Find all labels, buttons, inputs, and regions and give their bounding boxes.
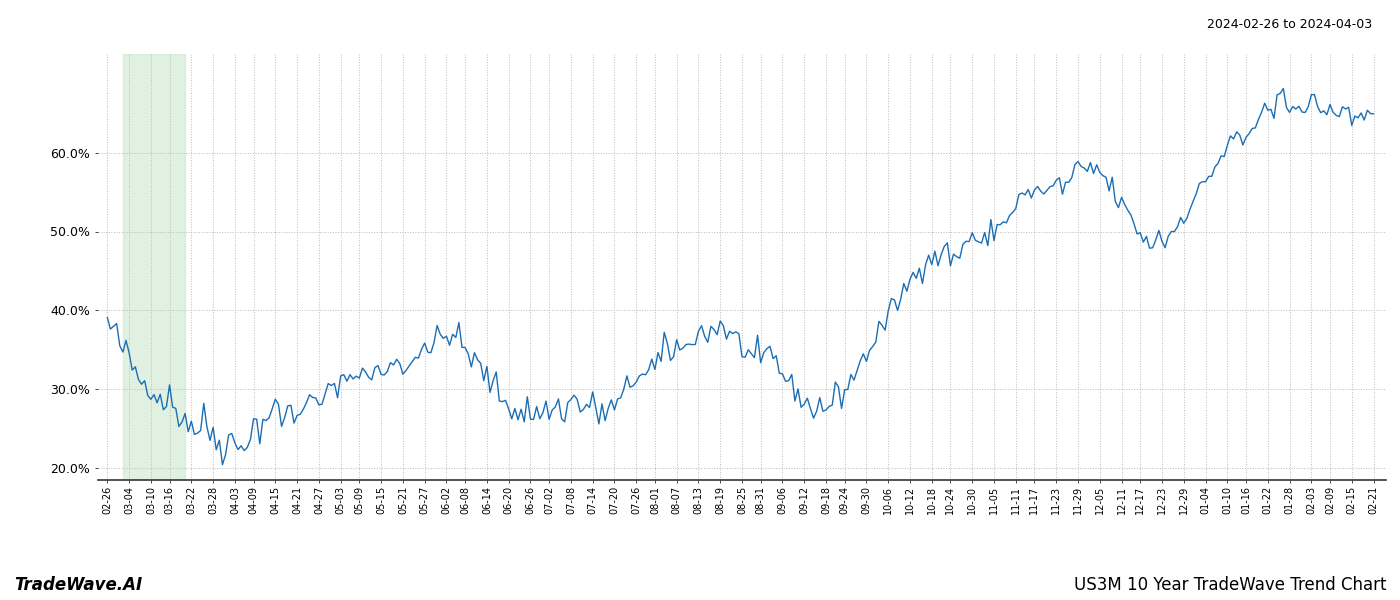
Text: 2024-02-26 to 2024-04-03: 2024-02-26 to 2024-04-03 (1207, 18, 1372, 31)
Bar (123, 54, 185, 480)
Text: US3M 10 Year TradeWave Trend Chart: US3M 10 Year TradeWave Trend Chart (1074, 576, 1386, 594)
Text: TradeWave.AI: TradeWave.AI (14, 576, 143, 594)
